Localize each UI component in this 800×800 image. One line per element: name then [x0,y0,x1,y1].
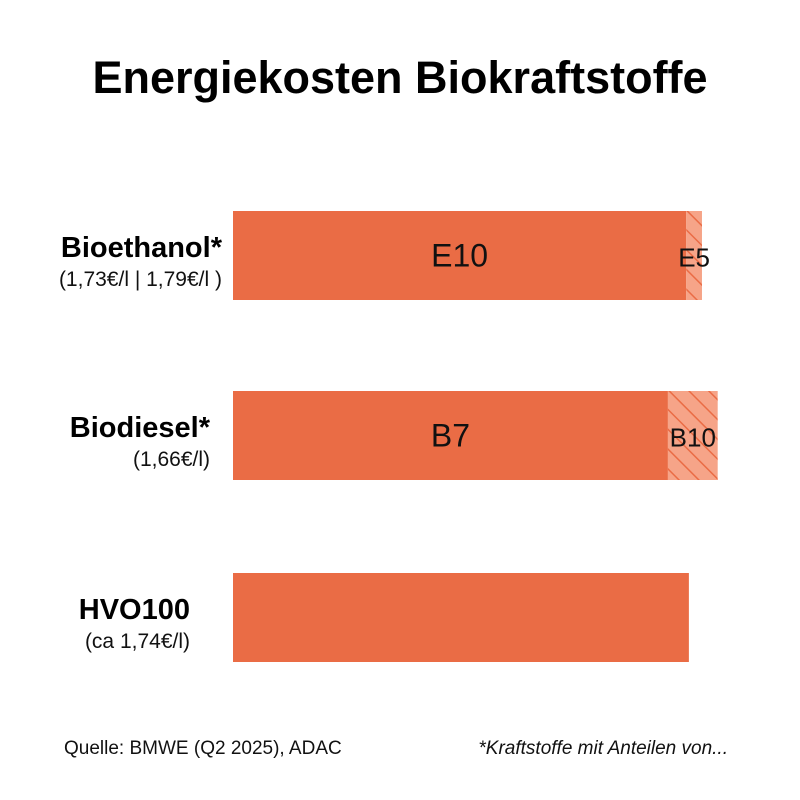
category-price: (1,73€/l | 1,79€/l ) [58,268,222,291]
category-name: HVO100 [78,594,190,626]
bar-segment-hatched [686,211,702,300]
bar-segment-solid [233,211,687,300]
category-label-hvo100: HVO100 (ca 1,74€/l) [79,592,190,656]
bar-segment-solid [233,573,689,662]
category-name: Bioethanol* [60,232,222,264]
category-name: Biodiesel* [69,412,210,444]
footnote: *Kraftstoffe mit Anteilen von... [478,738,728,759]
category-label-biodiesel: Biodiesel* (1,66€/l) [70,410,210,474]
source-note: Quelle: BMWE (Q2 2025), ADAC [64,738,342,759]
bars-layer: E10 E5 B7 B10 [233,211,718,662]
bar-data-label: B7 [431,418,470,454]
bar-data-label: E5 [678,243,710,273]
bar-data-label: B10 [670,423,716,453]
category-price: (ca 1,74€/l) [84,630,190,653]
category-label-bioethanol: Bioethanol* (1,73€/l | 1,79€/l ) [59,230,222,294]
category-price: (1,66€/l) [132,448,210,471]
bar-segment-solid [233,391,668,480]
bar-segment-hatched [667,391,718,480]
bar-data-label: E10 [431,238,488,274]
chart-title: Energiekosten Biokraftstoffe [92,52,708,103]
